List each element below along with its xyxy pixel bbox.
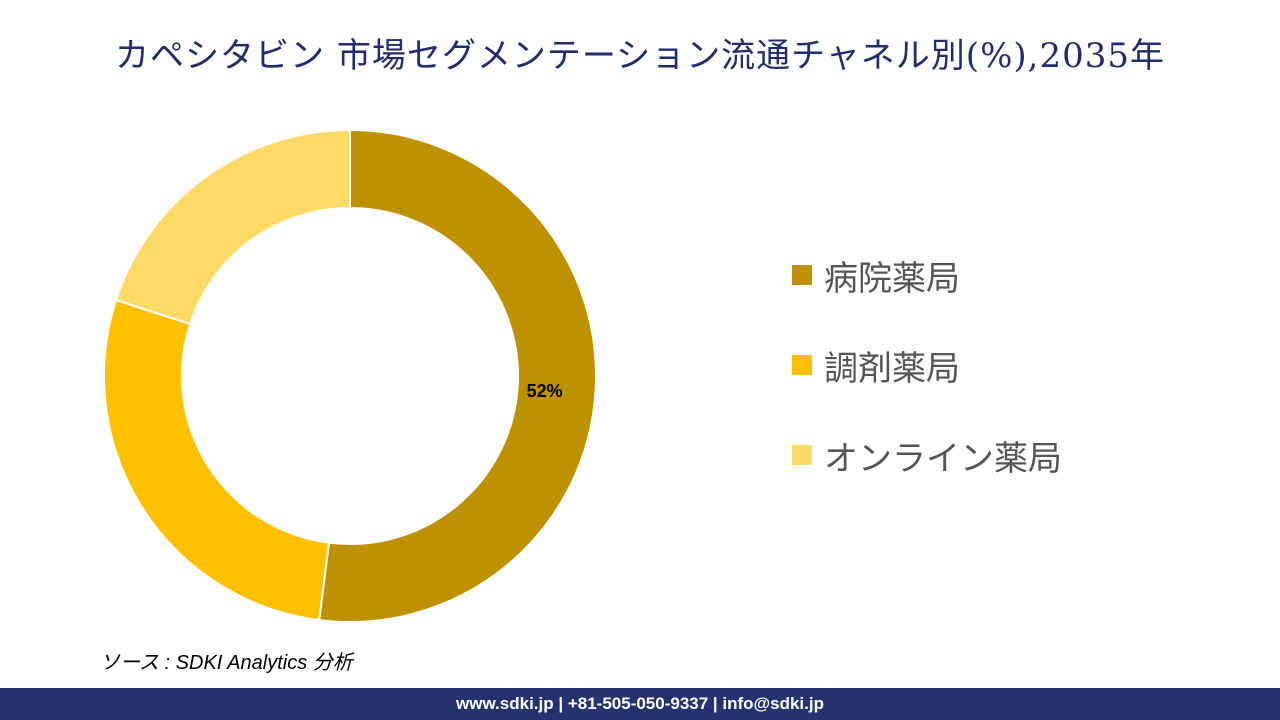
footer-contact: www.sdki.jp | +81-505-050-9337 | info@sd… xyxy=(0,688,1280,720)
donut-chart: 52% xyxy=(103,128,597,623)
legend-item: オンライン薬局 xyxy=(792,390,1062,520)
legend-item: 調剤薬局 xyxy=(792,300,1062,430)
legend-label: 調剤薬局 xyxy=(824,348,960,389)
legend-item: 病院薬局 xyxy=(792,210,1062,340)
donut-slice-1 xyxy=(318,128,597,623)
legend-label: オンライン薬局 xyxy=(824,438,1062,479)
legend-label: 病院薬局 xyxy=(824,258,960,299)
donut-slice-3 xyxy=(114,128,351,326)
legend-swatch xyxy=(792,265,812,285)
chart-title: カペシタビン 市場セグメンテーション流通チャネル別(%),2035年 xyxy=(115,36,1165,76)
source-note: ソース : SDKI Analytics 分析 xyxy=(100,652,353,674)
donut-slice-2 xyxy=(103,298,331,622)
legend-swatch xyxy=(792,445,812,465)
data-label: 52% xyxy=(527,381,563,401)
legend-swatch xyxy=(792,355,812,375)
legend: 病院薬局 調剤薬局 オンライン薬局 xyxy=(792,210,1062,520)
